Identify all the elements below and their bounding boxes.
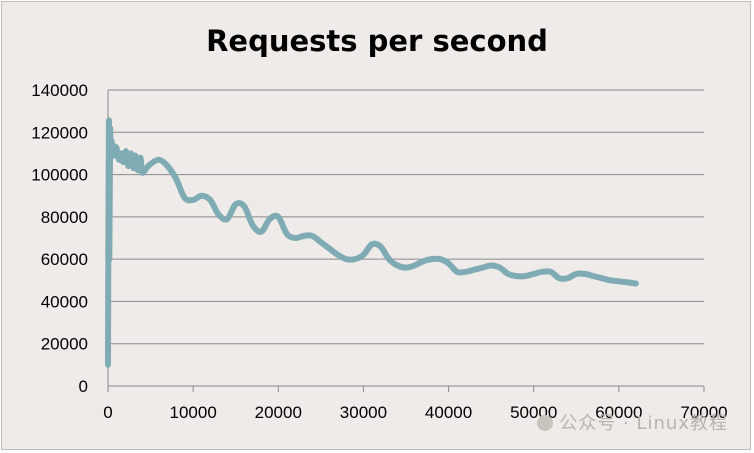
y-tick-label: 120000 [31, 123, 88, 142]
wechat-logo-icon [537, 415, 554, 431]
y-tick-label: 40000 [41, 292, 88, 311]
x-tick-label: 70000 [680, 403, 727, 422]
y-tick-label: 20000 [41, 335, 88, 354]
x-tick-label: 0 [103, 403, 112, 422]
x-tick-label: 30000 [340, 403, 387, 422]
x-tick-label: 60000 [595, 403, 642, 422]
y-tick-label: 0 [79, 377, 88, 396]
watermark: 公众号 · Linux教程 [537, 409, 728, 435]
y-tick-label: 60000 [41, 250, 88, 269]
watermark-text: 公众号 · Linux教程 [559, 413, 728, 434]
chart-title: Requests per second [206, 24, 548, 58]
y-tick-label: 80000 [41, 208, 88, 227]
x-tick-label: 40000 [425, 403, 472, 422]
y-tick-label: 100000 [31, 166, 88, 185]
x-tick-label: 10000 [170, 403, 217, 422]
series-line [105, 117, 639, 368]
y-tick-label: 140000 [31, 81, 88, 100]
x-tick-label: 20000 [255, 403, 302, 422]
